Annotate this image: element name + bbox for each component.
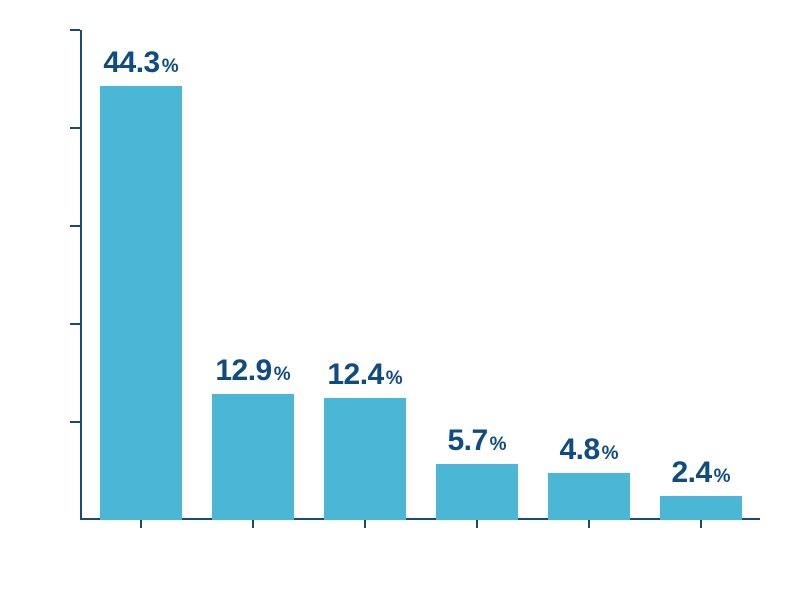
bar-value: 12.9 (215, 354, 271, 388)
bar (324, 398, 406, 520)
bar-value-label: 12.9% (193, 354, 313, 388)
x-tick (364, 520, 366, 528)
bar (436, 464, 518, 520)
bar-value-label: 5.7% (417, 424, 537, 458)
x-tick (700, 520, 702, 528)
x-tick (588, 520, 590, 528)
x-axis (80, 518, 760, 520)
percent-sign: % (490, 434, 507, 456)
percent-sign: % (602, 443, 619, 465)
bar (100, 86, 182, 520)
y-tick (70, 29, 80, 31)
bar-value-label: 4.8% (529, 433, 649, 467)
percent-sign: % (274, 364, 291, 386)
bar (548, 473, 630, 520)
bar (660, 496, 742, 520)
x-tick (252, 520, 254, 528)
percent-sign: % (162, 56, 179, 78)
bar-value-label: 2.4% (641, 456, 761, 490)
bar-value: 44.3 (103, 46, 159, 80)
bar-value: 2.4 (671, 456, 711, 490)
y-axis (80, 30, 82, 520)
bar-value: 12.4 (327, 358, 383, 392)
plot-area: 44.3%12.9%12.4%5.7%4.8%2.4% (80, 30, 760, 520)
y-tick (70, 421, 80, 423)
y-tick (70, 127, 80, 129)
bar-value: 5.7 (447, 424, 487, 458)
bar-value: 4.8 (559, 433, 599, 467)
x-tick (140, 520, 142, 528)
percent-sign: % (714, 466, 731, 488)
bar-value-label: 12.4% (305, 358, 425, 392)
x-tick (476, 520, 478, 528)
y-tick (70, 225, 80, 227)
bar-chart: 44.3%12.9%12.4%5.7%4.8%2.4% (0, 0, 791, 616)
bar (212, 394, 294, 520)
y-tick (70, 323, 80, 325)
percent-sign: % (386, 368, 403, 390)
bar-value-label: 44.3% (81, 46, 201, 80)
